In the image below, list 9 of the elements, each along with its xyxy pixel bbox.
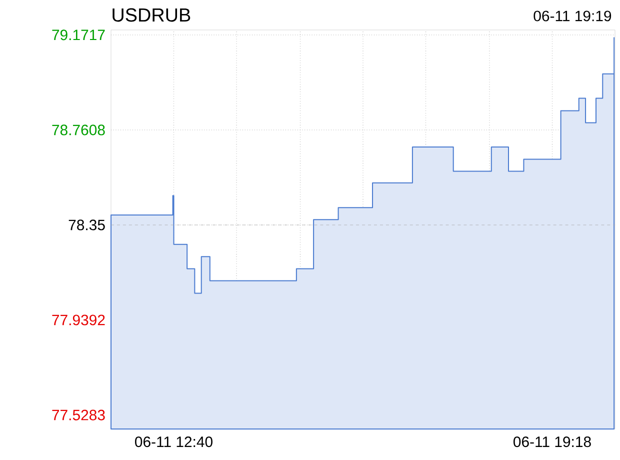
- text: 06-11 19:19: [534, 10, 612, 22]
- y-tick-label: 78.7608: [52, 124, 105, 136]
- y-tick-label: 79.1717: [52, 30, 105, 40]
- x-tick-label: 06-11 19:18: [513, 436, 591, 448]
- y-tick-label: 77.9392: [52, 314, 105, 326]
- y-tick-label: 78.35: [68, 220, 105, 230]
- chart-title: USDRUB: [112, 8, 190, 22]
- x-tick-label: 06-11 12:40: [135, 436, 212, 448]
- y-tick-label: 77.5283: [52, 410, 105, 420]
